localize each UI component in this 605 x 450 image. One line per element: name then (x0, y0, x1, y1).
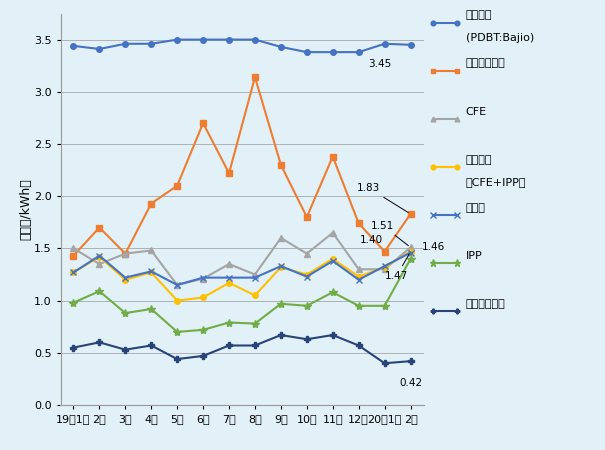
Text: 0.42: 0.42 (399, 378, 422, 388)
Text: 1.51: 1.51 (371, 220, 408, 246)
Text: 電力卸売市場: 電力卸売市場 (466, 58, 506, 68)
Text: （CFE+IPP）: （CFE+IPP） (466, 177, 526, 187)
Text: (PDBT:Bajio): (PDBT:Bajio) (466, 33, 534, 43)
Text: 長期電力競売: 長期電力競売 (466, 299, 506, 309)
Text: IPP: IPP (466, 251, 483, 261)
Text: 1.46: 1.46 (422, 242, 445, 252)
Text: CFE: CFE (466, 107, 487, 117)
Text: 3.45: 3.45 (368, 58, 391, 69)
Text: 1.47: 1.47 (385, 254, 409, 281)
Text: 全平均: 全平均 (466, 203, 486, 213)
Text: 1.40: 1.40 (360, 235, 383, 245)
Y-axis label: （ペソ/kWh）: （ペソ/kWh） (19, 178, 32, 240)
Text: 販売価格: 販売価格 (466, 10, 492, 20)
Text: 発電合計: 発電合計 (466, 155, 492, 165)
Text: 1.83: 1.83 (357, 183, 408, 212)
